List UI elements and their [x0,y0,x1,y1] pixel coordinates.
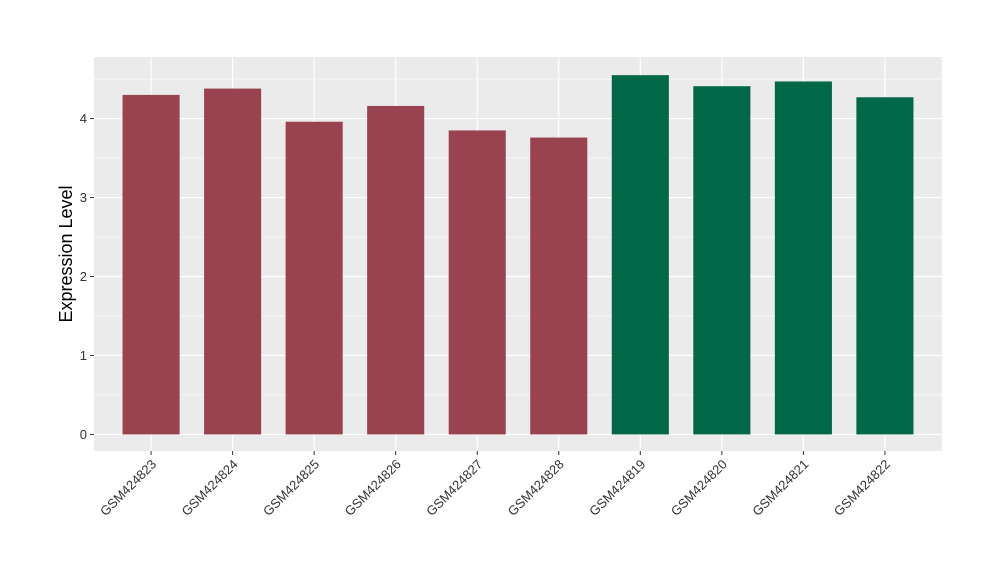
x-tick-label: GSM424824 [179,457,241,519]
y-axis-title: Expression Level [56,185,76,322]
bar-GSM424827 [448,130,506,435]
x-tick-label: GSM424827 [423,457,485,519]
bar-GSM424822 [856,97,914,435]
bars [122,75,914,435]
x-tick-label: GSM424819 [586,457,648,519]
bar-GSM424823 [122,94,180,435]
y-tick-label: 0 [80,427,87,442]
y-tick-label: 4 [80,111,87,126]
x-tick-label: GSM424826 [342,457,404,519]
x-tick-label: GSM424825 [260,457,322,519]
bar-GSM424824 [204,88,262,435]
x-tick-label: GSM424828 [505,457,567,519]
y-tick-label: 1 [80,348,87,363]
bar-GSM424820 [693,86,751,435]
x-tick-label: GSM424821 [749,457,811,519]
y-axis: 0 1 2 3 4 [80,111,94,442]
bar-GSM424819 [611,75,669,435]
bar-GSM424828 [530,137,588,435]
x-tick-label: GSM424820 [668,457,730,519]
x-tick-label: GSM424823 [97,457,159,519]
y-tick-label: 2 [80,269,87,284]
y-tick-label: 3 [80,190,87,205]
bar-GSM424821 [774,81,832,435]
x-axis: GSM424823 GSM424824 GSM424825 GSM424826 GSM4… [97,451,893,519]
x-tick-label: GSM424822 [831,457,893,519]
bar-GSM424825 [285,121,343,435]
bar-GSM424826 [367,105,425,435]
